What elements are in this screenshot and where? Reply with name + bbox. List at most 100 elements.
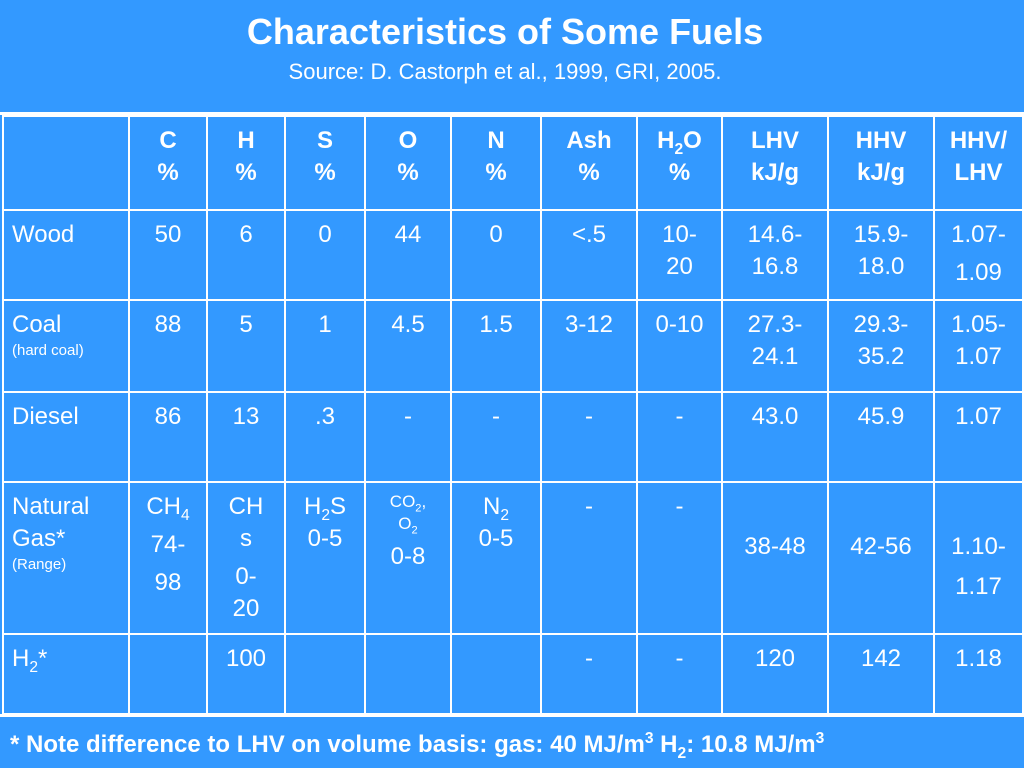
formula-ch4: CH4	[146, 493, 190, 524]
header-h-unit: %	[235, 159, 257, 186]
header-lhv-unit: kJ/g	[750, 159, 800, 186]
cell-diesel-lhv: 43.0	[721, 391, 829, 483]
header-ratio: HHV/LHV	[933, 115, 1024, 211]
header-lhv: LHV kJ/g	[721, 115, 829, 211]
header-corner	[2, 115, 130, 211]
cell-natural-gas-lhv: 38-48	[721, 481, 829, 635]
table-row-natural-gas: Natural Gas* (Range) CH4 74- 98 CH s 0- 20…	[2, 481, 1024, 635]
cell-natural-gas-ash: -	[540, 481, 638, 635]
footnote: * Note difference to LHV on volume basis…	[10, 730, 825, 762]
cell-coal-h: 5	[206, 299, 286, 393]
formula-n2: N2	[482, 493, 510, 524]
cell-h2-lhv: 120	[721, 633, 829, 715]
cell-coal-n: 1.5	[450, 299, 542, 393]
header-c: C%	[128, 115, 208, 211]
row-label-diesel: Diesel	[2, 391, 130, 483]
header-h-symbol: H	[237, 127, 255, 154]
row-label-wood: Wood	[2, 209, 130, 301]
cell-coal-o: 4.5	[364, 299, 452, 393]
cell-natural-gas-ratio: 1.10- 1.17	[933, 481, 1024, 635]
cell-h2-h: 100	[206, 633, 286, 715]
title-divider	[0, 112, 1024, 115]
table-row-coal: Coal (hard coal) 88 5 1 4.5 1.5 3-12 0-10…	[2, 299, 1024, 393]
header-hhv-unit: kJ/g	[856, 159, 906, 186]
cell-h2-ash: -	[540, 633, 638, 715]
cell-wood-hhv: 15.9- 18.0	[827, 209, 935, 301]
header-ratio-unit: LHV	[954, 159, 1003, 186]
cell-h2-c	[128, 633, 208, 715]
cell-wood-h2o: 10- 20	[636, 209, 723, 301]
cell-diesel-ratio: 1.07	[933, 391, 1024, 483]
header-ash: Ash%	[540, 115, 638, 211]
row-label-coal-name: Coal	[12, 311, 62, 338]
cell-coal-ash: 3-12	[540, 299, 638, 393]
header-n-unit: %	[485, 159, 507, 186]
cell-wood-lhv: 14.6- 16.8	[721, 209, 829, 301]
cell-coal-ratio: 1.05- 1.07	[933, 299, 1024, 393]
header-h: H%	[206, 115, 286, 211]
header-s-symbol: S	[316, 127, 333, 154]
cell-natural-gas-o: CO2, O2 0-8	[364, 481, 452, 635]
cell-diesel-c: 86	[128, 391, 208, 483]
header-h2o-formula: H2O	[657, 127, 702, 158]
header-h2o: H2O%	[636, 115, 723, 211]
header-ratio-label: HHV/	[949, 127, 1008, 154]
cell-h2-o	[364, 633, 452, 715]
cell-h2-ratio: 1.18	[933, 633, 1024, 715]
cell-wood-s: 0	[284, 209, 366, 301]
formula-co2-o2: CO2, O2	[389, 492, 427, 537]
header-ash-unit: %	[578, 159, 600, 186]
cell-wood-n: 0	[450, 209, 542, 301]
header-c-symbol: C	[159, 127, 177, 154]
cell-natural-gas-s: H2S 0-5	[284, 481, 366, 635]
cell-wood-ash: <.5	[540, 209, 638, 301]
cell-coal-lhv: 27.3- 24.1	[721, 299, 829, 393]
cell-wood-h: 6	[206, 209, 286, 301]
cell-natural-gas-hhv: 42-56	[827, 481, 935, 635]
row-label-natural-gas-note: (Range)	[12, 556, 67, 573]
cell-diesel-h2o: -	[636, 391, 723, 483]
cell-coal-hhv: 29.3- 35.2	[827, 299, 935, 393]
cell-h2-hhv: 142	[827, 633, 935, 715]
cell-natural-gas-n: N2 0-5	[450, 481, 542, 635]
cell-coal-c: 88	[128, 299, 208, 393]
header-n: N%	[450, 115, 542, 211]
header-o: O%	[364, 115, 452, 211]
cell-natural-gas-h: CH s 0- 20	[206, 481, 286, 635]
row-label-h2: H2*	[2, 633, 130, 715]
header-s-unit: %	[314, 159, 336, 186]
header-s: S%	[284, 115, 366, 211]
header-row: C% H% S% O% N% Ash% H2O% LHV kJ/g HHV kJ/g…	[2, 115, 1024, 211]
header-hhv: HHV kJ/g	[827, 115, 935, 211]
cell-coal-s: 1	[284, 299, 366, 393]
cell-diesel-h: 13	[206, 391, 286, 483]
header-lhv-label: LHV	[751, 127, 799, 154]
cell-diesel-n: -	[450, 391, 542, 483]
header-hhv-label: HHV	[855, 127, 907, 154]
table-row-diesel: Diesel 86 13 .3 - - - - 43.0 45.9 1.07	[2, 391, 1024, 483]
header-n-symbol: N	[487, 127, 505, 154]
header-o-symbol: O	[398, 127, 418, 154]
cell-wood-o: 44	[364, 209, 452, 301]
header-ash-label: Ash	[566, 127, 612, 154]
cell-natural-gas-c: CH4 74- 98	[128, 481, 208, 635]
header-c-unit: %	[157, 159, 179, 186]
slide-title: Characteristics of Some Fuels	[246, 11, 764, 52]
cell-h2-h2o: -	[636, 633, 723, 715]
table-row-h2: H2* 100 - - 120 142 1.18	[2, 633, 1024, 715]
cell-h2-s	[284, 633, 366, 715]
cell-h2-n	[450, 633, 542, 715]
header-o-unit: %	[397, 159, 419, 186]
cell-diesel-ash: -	[540, 391, 638, 483]
footnote-divider	[0, 714, 1024, 717]
fuels-table: C% H% S% O% N% Ash% H2O% LHV kJ/g HHV kJ/g…	[2, 115, 1024, 715]
cell-wood-c: 50	[128, 209, 208, 301]
table-row-wood: Wood 50 6 0 44 0 <.5 10- 20 14.6- 16.8 15.…	[2, 209, 1024, 301]
formula-h2s: H2S	[303, 493, 347, 524]
row-label-coal-note: (hard coal)	[12, 342, 84, 359]
cell-coal-h2o: 0-10	[636, 299, 723, 393]
cell-diesel-s: .3	[284, 391, 366, 483]
header-h2o-unit: %	[668, 159, 691, 186]
cell-diesel-hhv: 45.9	[827, 391, 935, 483]
